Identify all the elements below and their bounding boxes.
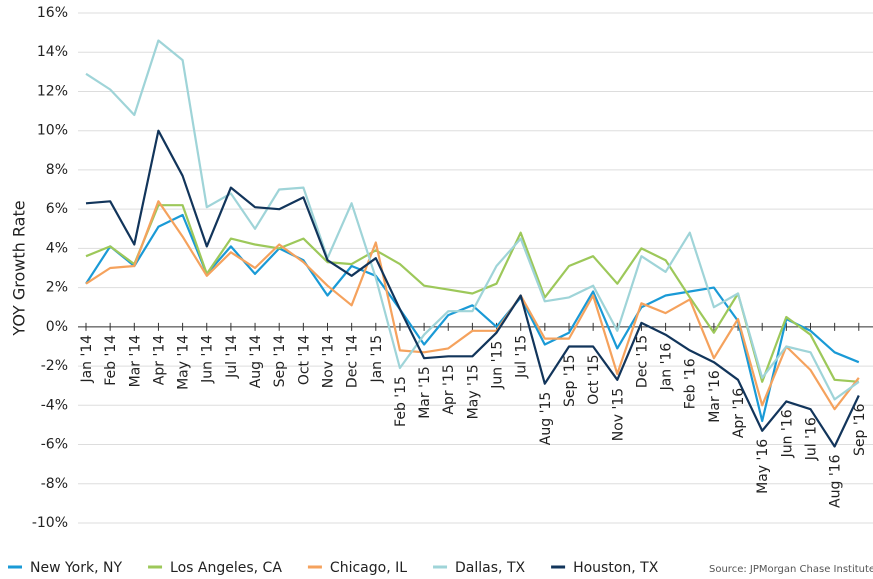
y-axis-label: YOY Growth Rate — [10, 200, 29, 336]
x-tick-label: Sep '15 — [562, 354, 578, 407]
x-tick-label: Sep '14 — [272, 335, 288, 388]
x-tick-label: Jul '16 — [804, 417, 820, 461]
y-tick-label: 4% — [46, 240, 68, 256]
series-line — [85, 204, 859, 383]
x-tick-label: Mar '16 — [707, 370, 723, 423]
x-tick-label: Jun '16 — [779, 409, 795, 458]
series-line — [85, 200, 860, 411]
y-tick-label: 10% — [37, 123, 68, 139]
x-tick-label: Aug '16 — [828, 454, 844, 508]
y-tick-label: 12% — [37, 83, 68, 99]
legend-label: Chicago, IL — [330, 560, 407, 576]
y-tick-label: -2% — [41, 358, 68, 374]
x-tick-label: Jul '15 — [514, 335, 530, 379]
x-tick-label: Oct '14 — [296, 335, 312, 385]
x-tick-label: Nov '15 — [610, 388, 626, 441]
x-tick-label: Jan '16 — [659, 343, 675, 392]
y-tick-label: -8% — [41, 476, 68, 492]
x-tick-label: Jul '14 — [224, 335, 240, 379]
series-line — [85, 129, 860, 448]
series-line — [85, 213, 860, 423]
x-tick-label: Jan '14 — [79, 335, 95, 384]
y-tick-label: 6% — [46, 201, 68, 217]
x-tick-label: Feb '16 — [683, 358, 699, 409]
y-tick-label: 14% — [37, 44, 68, 60]
y-tick-label: 8% — [46, 162, 68, 178]
y-tick-label: 0% — [46, 319, 68, 335]
x-tick-label: Apr '16 — [731, 388, 747, 438]
y-tick-label: 16% — [37, 5, 68, 21]
legend-label: Houston, TX — [573, 560, 659, 576]
x-tick-label: Oct '15 — [586, 354, 602, 404]
legend-label: New York, NY — [30, 560, 122, 576]
x-tick-label: Aug '15 — [538, 392, 554, 445]
legend-label: Los Angeles, CA — [170, 560, 282, 576]
x-tick-label: Apr '14 — [151, 335, 167, 385]
x-tick-label: Jun '14 — [200, 335, 216, 384]
y-tick-label: -6% — [41, 437, 68, 453]
x-tick-label: Aug '14 — [248, 335, 264, 389]
series-line — [85, 39, 860, 401]
x-tick-label: Apr '15 — [441, 364, 457, 414]
x-tick-label: Dec '14 — [345, 335, 361, 388]
x-tick-label: Mar '15 — [417, 366, 433, 419]
y-tick-label: -4% — [41, 397, 68, 413]
x-tick-label: May '15 — [465, 364, 481, 419]
x-tick-label: Mar '14 — [127, 335, 143, 388]
x-tick-label: Sep '16 — [852, 403, 868, 456]
x-tick-label: May '16 — [755, 439, 771, 494]
y-tick-label: -10% — [32, 515, 68, 531]
x-tick-label: Dec '15 — [634, 335, 650, 388]
x-tick-label: Feb '15 — [393, 376, 409, 427]
x-tick-label: Feb '14 — [103, 335, 119, 386]
x-tick-label: May '14 — [176, 335, 192, 390]
x-tick-label: Jan '15 — [369, 335, 385, 384]
y-tick-label: 2% — [46, 280, 68, 296]
x-tick-label: Nov '14 — [321, 335, 337, 389]
x-tick-label: Jun '15 — [490, 341, 506, 390]
source: Source: JPMorgan Chase Institute — [709, 564, 873, 575]
legend-label: Dallas, TX — [455, 560, 525, 576]
